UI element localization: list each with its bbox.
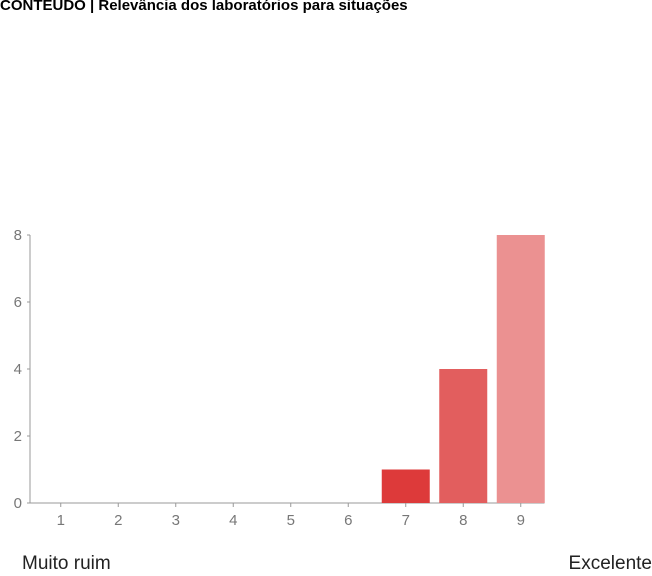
x-tick-label: 8 (459, 512, 467, 529)
y-tick-label: 4 (14, 361, 22, 378)
y-tick-label: 0 (14, 495, 22, 512)
bar (381, 469, 430, 503)
x-tick-label: 6 (344, 512, 352, 529)
scale-high-label: Excelente (568, 553, 652, 574)
y-tick-label: 2 (14, 428, 22, 445)
x-tick-label: 5 (287, 512, 295, 529)
y-tick-label: 8 (14, 227, 22, 244)
bar (439, 369, 488, 503)
x-axis: 1 2 3 4 5 6 7 8 9 (30, 502, 545, 529)
x-tick-label: 7 (402, 512, 410, 529)
y-tick-label: 6 (14, 294, 22, 311)
chart-title: CONTEÚDO | Relevância dos laboratórios p… (0, 0, 408, 14)
x-tick-label: 9 (517, 512, 525, 529)
x-tick-label: 3 (172, 512, 180, 529)
y-axis: 0 2 4 6 8 (14, 227, 31, 512)
bar-chart: 0 2 4 6 8 1 2 3 4 5 6 7 8 9 (14, 227, 545, 529)
x-tick-label: 2 (114, 512, 122, 529)
bars (381, 235, 545, 503)
scale-low-label: Muito ruim (22, 553, 111, 574)
x-tick-label: 4 (229, 512, 237, 529)
bar (496, 235, 545, 503)
x-tick-label: 1 (57, 512, 65, 529)
